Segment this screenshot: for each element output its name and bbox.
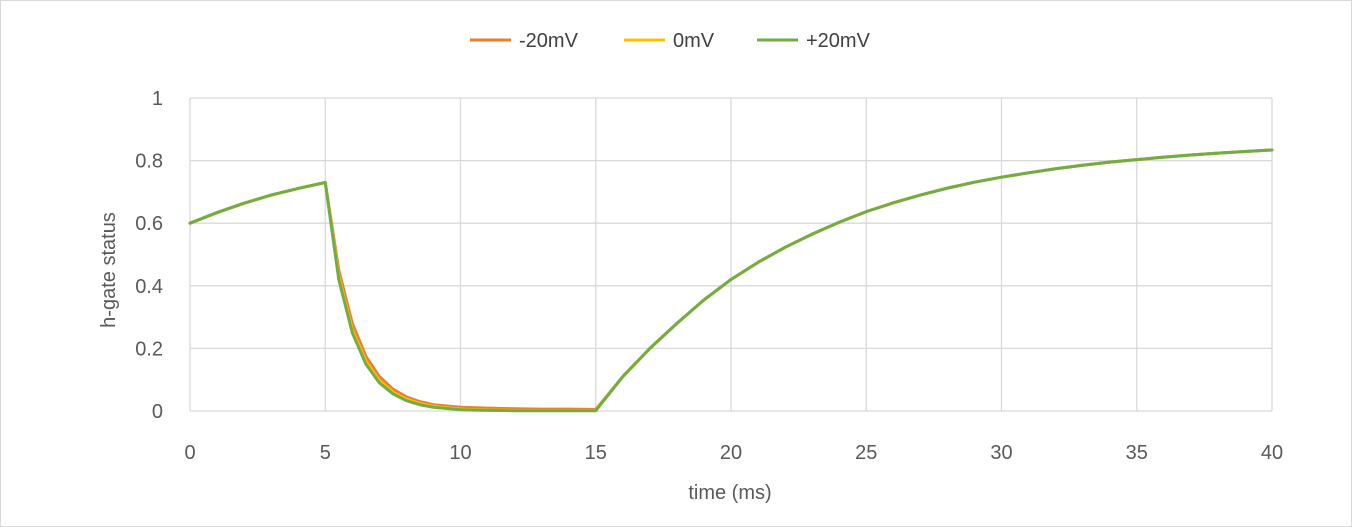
x-tick-label: 5	[320, 442, 331, 464]
legend-label-3: +20mV	[806, 30, 871, 52]
series-lines	[188, 148, 1274, 413]
x-axis-title: time (ms)	[688, 482, 771, 504]
y-tick-label: 0	[152, 401, 163, 423]
x-tick-label: 10	[449, 442, 471, 464]
legend-label-1: -20mV	[519, 30, 579, 52]
x-tick-label: 35	[1126, 442, 1148, 464]
legend: -20mV 0mV +20mV	[470, 30, 871, 52]
y-axis-title: h-gate status	[98, 212, 120, 328]
x-tick-label: 30	[990, 442, 1012, 464]
x-tick-label: 15	[585, 442, 607, 464]
x-tick-label: 20	[720, 442, 742, 464]
x-tick-label: 40	[1261, 442, 1283, 464]
x-tick-label: 25	[855, 442, 877, 464]
y-tick-label: 0.4	[135, 276, 163, 298]
y-tick-label: 0.8	[135, 151, 163, 173]
tick-labels: 00.20.40.60.810 5 10 15 20 25 30 35 40	[135, 88, 1283, 464]
gridlines	[189, 97, 1273, 412]
y-tick-label: 0.2	[135, 338, 163, 360]
y-tick-label: 0.6	[135, 213, 163, 235]
legend-label-2: 0mV	[673, 30, 715, 52]
y-tick-label: 1	[152, 88, 163, 110]
series-line-3	[188, 148, 1274, 413]
x-tick-label: 0	[184, 442, 195, 464]
